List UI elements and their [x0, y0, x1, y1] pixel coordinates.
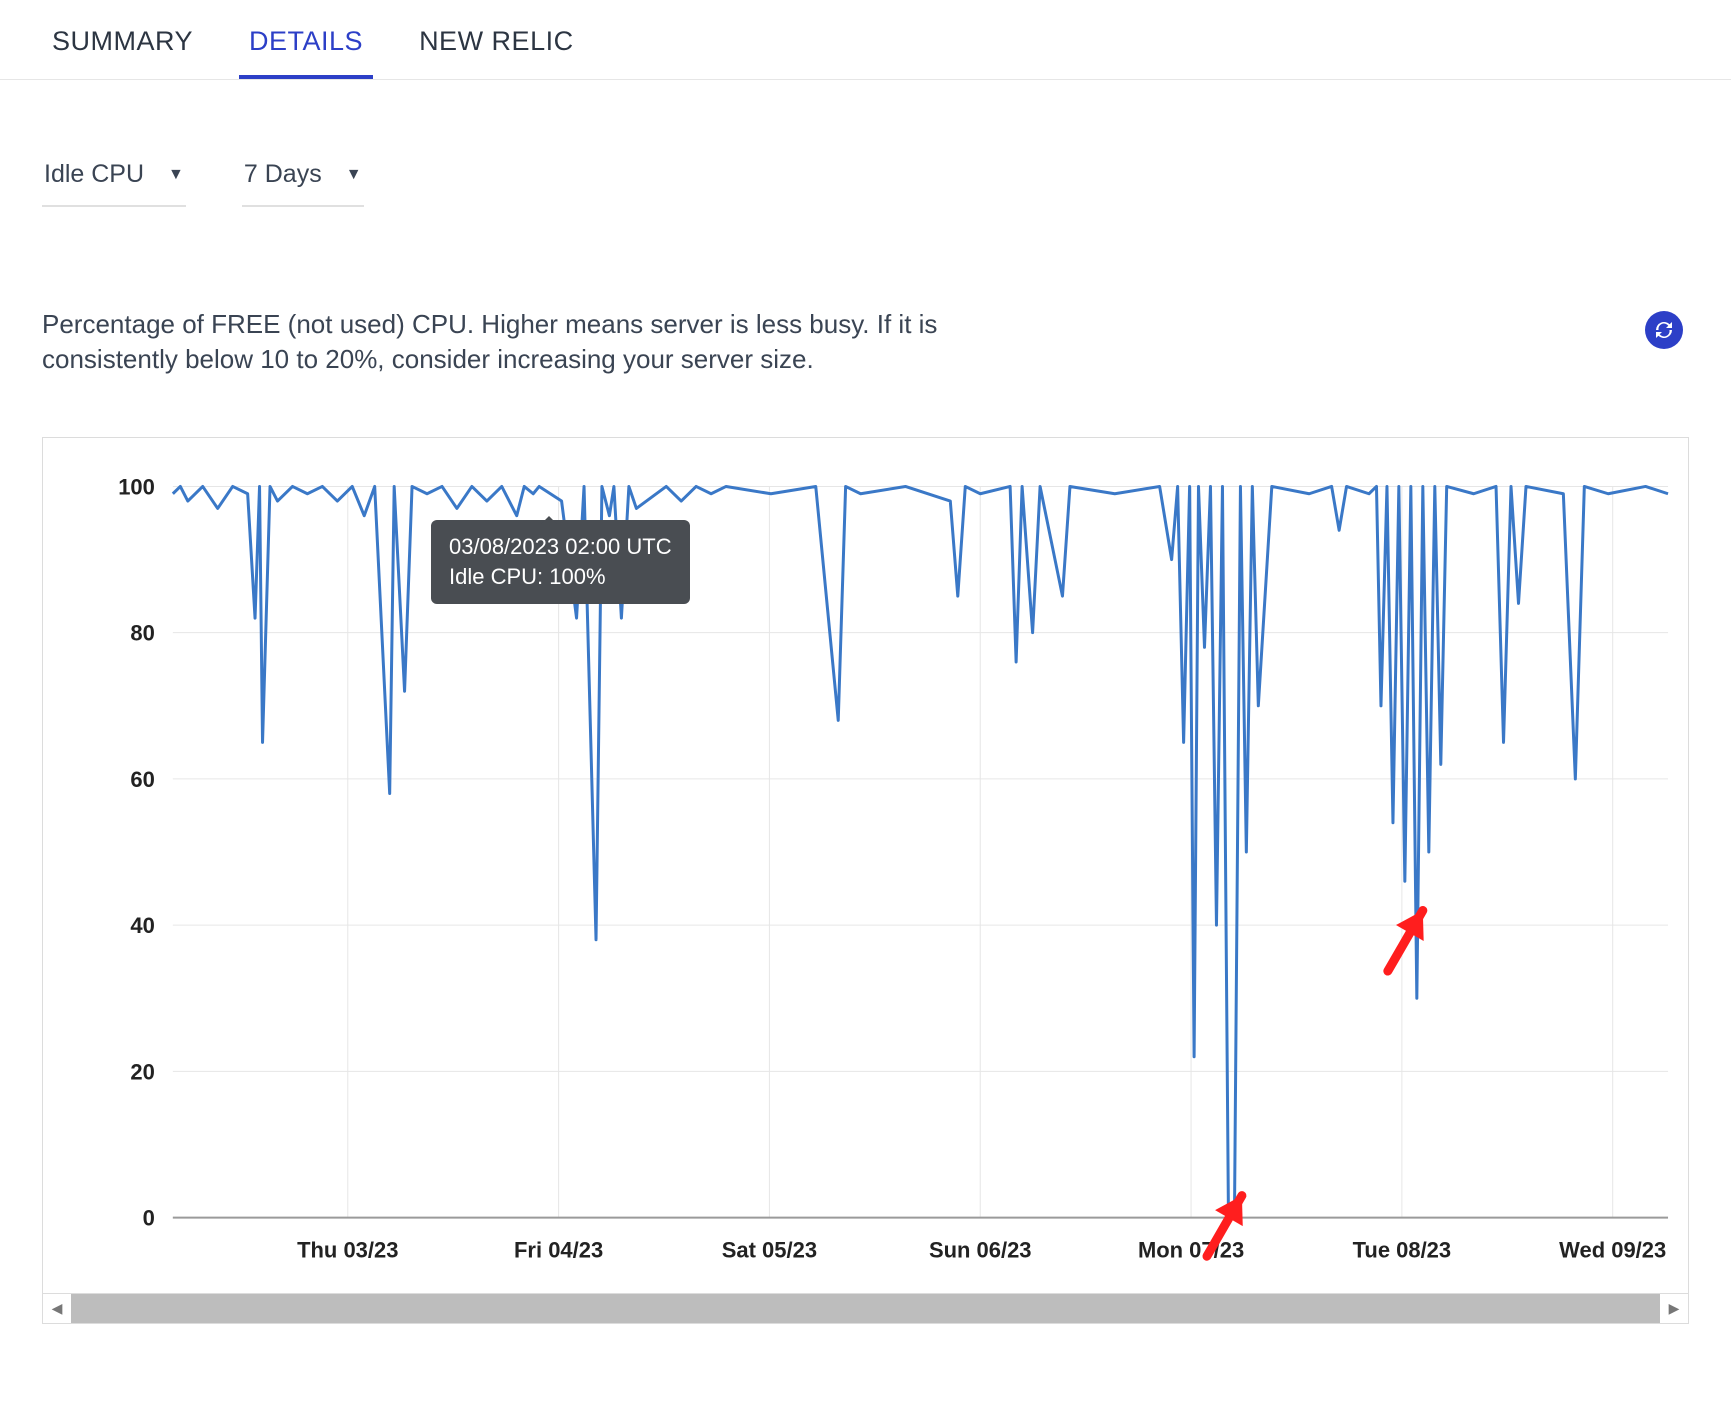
- svg-text:40: 40: [130, 913, 154, 938]
- controls-row: Idle CPU ▼ 7 Days ▼: [0, 80, 1731, 227]
- scroll-track[interactable]: [71, 1294, 1660, 1323]
- tab-bar: SUMMARY DETAILS NEW RELIC: [0, 0, 1731, 80]
- description-row: Percentage of FREE (not used) CPU. Highe…: [0, 227, 1731, 377]
- svg-text:Thu 03/23: Thu 03/23: [297, 1238, 398, 1263]
- scroll-right-icon[interactable]: ▶: [1660, 1294, 1688, 1323]
- chart-description: Percentage of FREE (not used) CPU. Highe…: [42, 307, 1062, 377]
- idle-cpu-chart[interactable]: 0 20 40 60 80 100 Thu 03/23 Fri 04/23 Sat 05/23 S…: [43, 438, 1688, 1293]
- tab-details[interactable]: DETAILS: [239, 18, 373, 79]
- svg-text:60: 60: [130, 767, 154, 792]
- refresh-button[interactable]: [1645, 311, 1683, 349]
- svg-text:80: 80: [130, 621, 154, 646]
- svg-text:Sun 06/23: Sun 06/23: [929, 1238, 1032, 1263]
- svg-text:Sat 05/23: Sat 05/23: [722, 1238, 817, 1263]
- range-dropdown-label: 7 Days: [244, 160, 322, 189]
- svg-text:Wed 09/23: Wed 09/23: [1559, 1238, 1666, 1263]
- tab-summary[interactable]: SUMMARY: [42, 18, 203, 79]
- svg-text:100: 100: [118, 475, 155, 500]
- caret-down-icon: ▼: [168, 166, 184, 184]
- metric-dropdown-label: Idle CPU: [44, 160, 144, 189]
- tab-new-relic[interactable]: NEW RELIC: [409, 18, 584, 79]
- svg-text:Fri 04/23: Fri 04/23: [514, 1238, 603, 1263]
- chart-container: 0 20 40 60 80 100 Thu 03/23 Fri 04/23 Sat 05/23 S…: [42, 437, 1689, 1294]
- svg-text:0: 0: [143, 1206, 155, 1231]
- refresh-icon: [1652, 318, 1676, 342]
- metric-dropdown[interactable]: Idle CPU ▼: [42, 150, 186, 207]
- chart-scrollbar[interactable]: ◀ ▶: [42, 1294, 1689, 1324]
- svg-text:20: 20: [130, 1060, 154, 1085]
- scroll-left-icon[interactable]: ◀: [43, 1294, 71, 1323]
- caret-down-icon: ▼: [346, 166, 362, 184]
- svg-text:Mon 07/23: Mon 07/23: [1138, 1238, 1244, 1263]
- range-dropdown[interactable]: 7 Days ▼: [242, 150, 364, 207]
- svg-text:Tue 08/23: Tue 08/23: [1353, 1238, 1452, 1263]
